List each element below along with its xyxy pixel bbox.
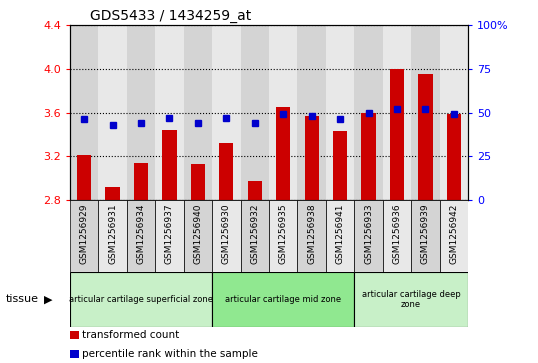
Text: GSM1256932: GSM1256932 [250,203,259,264]
Text: GSM1256935: GSM1256935 [279,203,288,264]
Bar [418,74,433,200]
Text: GSM1256933: GSM1256933 [364,203,373,264]
Bar [298,200,326,272]
Bar [355,200,383,272]
Bar [77,155,91,200]
Bar [70,25,98,200]
Bar [220,143,233,200]
Bar [240,25,269,200]
Bar [362,113,376,200]
Bar [155,25,183,200]
Bar [162,130,176,200]
Bar [183,200,212,272]
Text: GSM1256942: GSM1256942 [449,203,458,264]
Text: articular cartilage mid zone: articular cartilage mid zone [225,295,341,304]
Bar [269,25,298,200]
Bar [333,131,347,200]
Bar [411,200,440,272]
Bar [183,25,212,200]
Bar [247,181,262,200]
Bar [355,272,468,327]
Text: GSM1256938: GSM1256938 [307,203,316,264]
Text: GSM1256934: GSM1256934 [137,203,146,264]
Text: percentile rank within the sample: percentile rank within the sample [82,348,258,359]
Bar [134,163,148,200]
Bar [70,272,212,327]
Bar [240,200,269,272]
Text: GSM1256931: GSM1256931 [108,203,117,264]
Text: GSM1256940: GSM1256940 [193,203,202,264]
Bar [98,200,127,272]
Text: GSM1256936: GSM1256936 [392,203,401,264]
Bar [70,200,98,272]
Text: articular cartilage deep
zone: articular cartilage deep zone [362,290,461,309]
Bar [298,25,326,200]
Bar [447,114,461,200]
Bar [390,69,404,200]
Bar [127,25,155,200]
Bar [411,25,440,200]
Text: articular cartilage superficial zone: articular cartilage superficial zone [69,295,213,304]
Bar [355,25,383,200]
Text: GDS5433 / 1434259_at: GDS5433 / 1434259_at [90,9,251,23]
Text: transformed count: transformed count [82,330,179,340]
Bar [276,107,291,200]
Bar [383,25,411,200]
Bar [269,200,298,272]
Bar [98,25,127,200]
Bar [305,116,318,200]
Bar [127,200,155,272]
Text: GSM1256939: GSM1256939 [421,203,430,264]
Text: GSM1256937: GSM1256937 [165,203,174,264]
Text: ▶: ▶ [44,294,53,305]
Bar [212,25,240,200]
Bar [212,200,240,272]
Text: tissue: tissue [5,294,38,305]
Bar [191,164,205,200]
Bar [326,200,355,272]
Bar [105,187,119,200]
Text: GSM1256929: GSM1256929 [80,203,89,264]
Bar [155,200,183,272]
Bar [440,200,468,272]
Bar [212,272,355,327]
Bar [326,25,355,200]
Bar [440,25,468,200]
Text: GSM1256941: GSM1256941 [336,203,345,264]
Text: GSM1256930: GSM1256930 [222,203,231,264]
Bar [383,200,411,272]
